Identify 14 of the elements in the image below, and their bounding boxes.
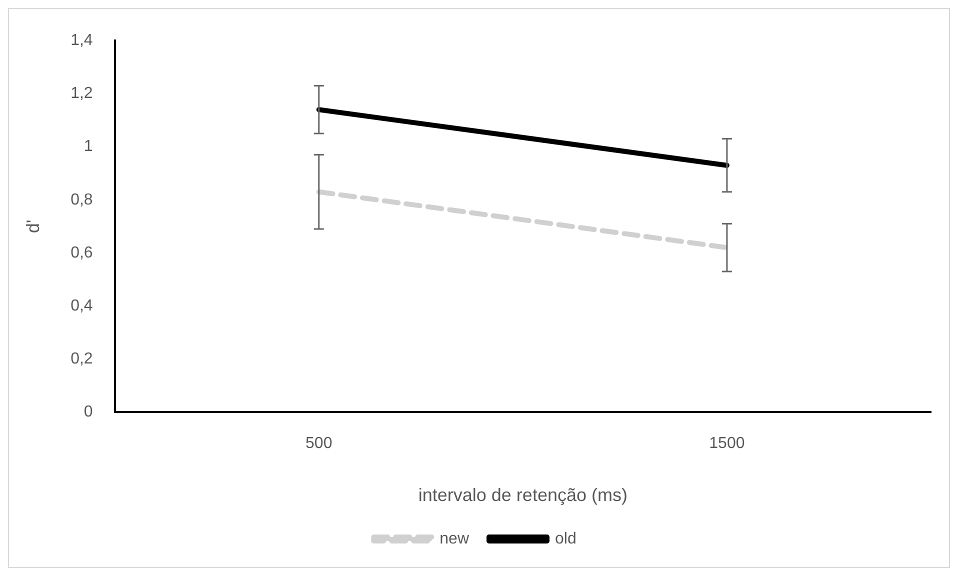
legend-label: old (555, 530, 576, 548)
x-axis-title: intervalo de retenção (ms) (418, 485, 628, 506)
y-tick-label: 1 (84, 138, 93, 156)
y-tick-label: 0,4 (70, 297, 93, 314)
x-tick-label: 1500 (709, 435, 745, 452)
y-tick-label: 1,4 (70, 32, 93, 50)
y-tick-label: 0,2 (70, 350, 93, 368)
y-tick-label: 0,6 (70, 244, 93, 262)
y-tick-label: 0,8 (70, 191, 93, 208)
x-tick-label: 500 (306, 435, 332, 452)
y-tick-label: 1,2 (70, 85, 93, 102)
legend-label: new (440, 530, 470, 548)
y-axis-title: d' (22, 220, 43, 234)
y-tick-label: 0 (84, 404, 93, 421)
